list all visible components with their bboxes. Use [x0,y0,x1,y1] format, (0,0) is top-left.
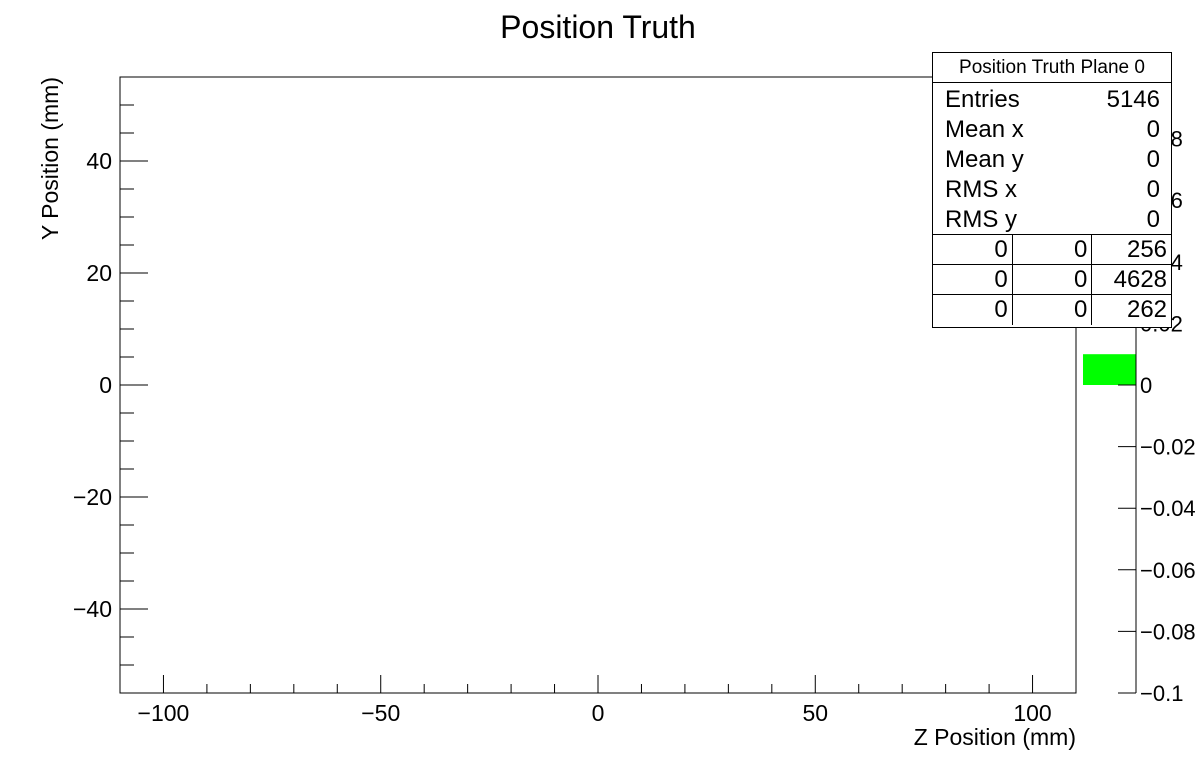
stats-grid-cell: 0 [1013,235,1093,264]
stats-label: RMS y [945,206,1017,233]
stats-title: Position Truth Plane 0 [933,53,1171,83]
stats-grid-cell: 0 [1013,265,1093,294]
stats-grid-row: 0 0 262 [933,295,1171,325]
stats-grid: 0 0 256 0 0 4628 0 0 262 [933,235,1171,325]
palette-tick-label: −0.1 [1140,681,1183,706]
stats-grid-cell: 0 [933,295,1013,325]
y-tick-label: 20 [86,260,112,286]
y-tick-label: −40 [73,596,112,622]
stats-box: Position Truth Plane 0 Entries 5146 Mean … [932,52,1172,328]
stats-value: 0 [1146,116,1160,143]
stats-label: Mean x [945,116,1024,143]
stats-grid-row: 0 0 256 [933,235,1171,265]
palette-color-band [1083,354,1136,385]
stats-row-entries: Entries 5146 [933,85,1171,115]
y-tick-label: 40 [86,148,112,174]
x-tick-label: 0 [592,700,605,726]
x-axis: −100 −50 0 50 100 [119,675,1077,726]
stats-row-rms-y: RMS y 0 [933,205,1171,235]
stats-row-mean-y: Mean y 0 [933,145,1171,175]
y-tick-label: 0 [99,372,112,398]
palette-tick-label: 0 [1140,373,1152,398]
stats-row-mean-x: Mean x 0 [933,115,1171,145]
stats-label: RMS x [945,176,1017,203]
x-tick-label: 50 [802,700,828,726]
x-axis-label: Z Position (mm) [914,724,1076,750]
stats-grid-cell: 256 [1126,236,1168,263]
stats-label: Entries [945,86,1020,113]
stats-grid-cell: 0 [933,235,1013,264]
stats-label: Mean y [945,146,1024,173]
x-tick-label: −100 [138,700,190,726]
stats-value: 5146 [1106,86,1160,113]
y-axis-label: Y Position (mm) [37,77,63,240]
stats-row-rms-x: RMS x 0 [933,175,1171,205]
palette-tick-label: −0.02 [1140,435,1196,460]
stats-value: 0 [1146,206,1160,233]
stats-grid-cell: 0 [933,265,1013,294]
stats-grid-cell: 0 [1013,295,1093,325]
y-axis: −40 −20 0 20 40 [73,104,148,666]
stats-rows: Entries 5146 Mean x 0 Mean y 0 RMS x 0 RMS y… [933,83,1171,235]
palette-tick-label: −0.04 [1140,496,1196,521]
y-tick-label: −20 [73,484,112,510]
palette-tick-label: −0.06 [1140,558,1196,583]
palette-tick-label: −0.08 [1140,619,1196,644]
stats-grid-row: 0 0 4628 [933,265,1171,295]
stats-value: 0 [1146,176,1160,203]
stats-value: 0 [1146,146,1160,173]
stats-grid-cell: 4628 [1113,266,1168,293]
chart-title: Position Truth [500,9,696,45]
x-tick-label: −50 [361,700,400,726]
stats-grid-cell: 262 [1126,296,1168,323]
x-tick-label: 100 [1013,700,1051,726]
